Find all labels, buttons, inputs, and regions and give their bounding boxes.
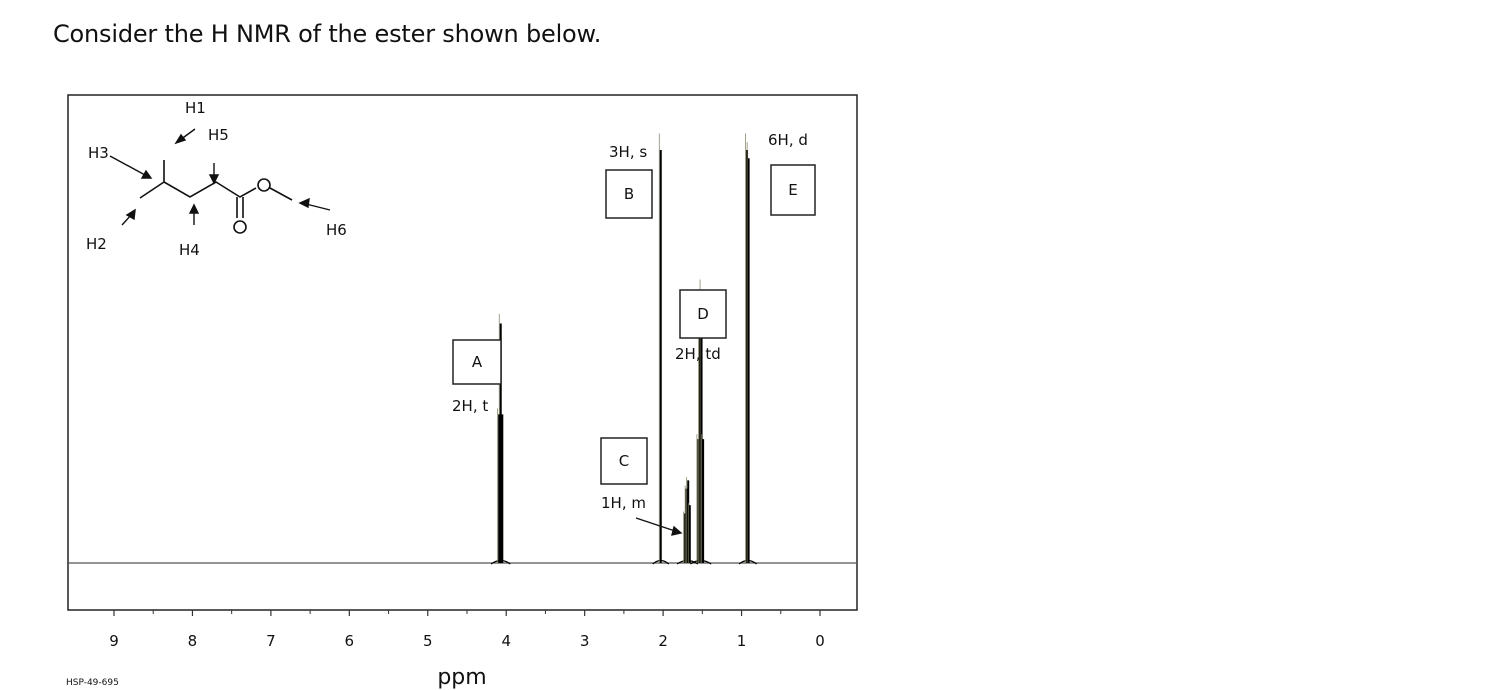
box-d bbox=[679, 289, 727, 339]
arrowhead-icon bbox=[188, 203, 200, 214]
x-axis-label: ppm bbox=[437, 665, 486, 690]
x-tick-label: 2 bbox=[658, 632, 668, 650]
arrowhead-icon bbox=[208, 174, 220, 185]
label-h4: H4 bbox=[179, 241, 200, 259]
box-e-label: E bbox=[788, 181, 797, 199]
plot-frame bbox=[67, 94, 858, 611]
arrow-c bbox=[635, 517, 676, 532]
ester-oxygen-ring bbox=[257, 178, 271, 192]
box-e bbox=[770, 164, 816, 216]
box-c bbox=[600, 437, 648, 485]
x-tick-label: 8 bbox=[188, 632, 198, 650]
peak-e-multiplicity: 6H, d bbox=[768, 131, 808, 149]
question-text: Consider the H NMR of the ester shown be… bbox=[53, 20, 602, 48]
box-c-label: C bbox=[619, 452, 629, 470]
label-h6: H6 bbox=[326, 221, 347, 239]
label-h2: H2 bbox=[86, 235, 107, 253]
x-axis-ticks bbox=[113, 610, 821, 616]
spectrum-peaks bbox=[490, 133, 757, 565]
peak-e bbox=[738, 133, 757, 565]
ester-structure bbox=[139, 160, 293, 234]
x-tick-label: 5 bbox=[423, 632, 433, 650]
arrowhead-icon bbox=[174, 133, 187, 145]
peak-c-multiplicity: 1H, m bbox=[601, 494, 646, 512]
x-tick-label: 3 bbox=[580, 632, 590, 650]
arrowhead-icon bbox=[298, 197, 310, 209]
x-tick-label: 7 bbox=[266, 632, 276, 650]
peak-d-multiplicity: 2H, td bbox=[675, 345, 721, 363]
structure-arrows bbox=[109, 128, 683, 536]
box-b bbox=[605, 169, 653, 219]
peak-c bbox=[676, 477, 699, 565]
peak-b bbox=[652, 133, 670, 565]
x-tick-label: 9 bbox=[109, 632, 119, 650]
box-a-label: A bbox=[472, 353, 483, 371]
x-tick-label: 0 bbox=[815, 632, 825, 650]
structure-labels: H1 H5 H3 H2 H4 H6 bbox=[86, 99, 347, 259]
carbonyl-oxygen-ring bbox=[233, 220, 247, 234]
box-d-label: D bbox=[697, 305, 709, 323]
arrow-h6 bbox=[305, 203, 331, 211]
oxygen-methyl-bond bbox=[269, 187, 293, 201]
peak-annotations: A 2H, t 3H, s B C 1H, m D 2H, td 6H, d E bbox=[452, 131, 816, 512]
peak-b-multiplicity: 3H, s bbox=[609, 143, 647, 161]
spectrum-id: HSP-49-695 bbox=[66, 678, 119, 688]
arrowhead-icon bbox=[125, 208, 136, 221]
arrowhead-icon bbox=[671, 525, 683, 536]
x-tick-label: 4 bbox=[501, 632, 511, 650]
box-b-label: B bbox=[624, 185, 634, 203]
carbon-chain-bond bbox=[139, 160, 257, 199]
x-tick-label: 1 bbox=[737, 632, 747, 650]
arrow-h3 bbox=[109, 155, 146, 176]
x-axis-tick-labels: 9 8 7 6 5 4 3 2 1 0 bbox=[109, 632, 825, 650]
x-tick-label: 6 bbox=[345, 632, 355, 650]
label-h5: H5 bbox=[208, 126, 229, 144]
label-h3: H3 bbox=[88, 144, 109, 162]
arrowhead-icon bbox=[140, 169, 153, 179]
box-a bbox=[452, 339, 502, 385]
peak-a-multiplicity: 2H, t bbox=[452, 397, 488, 415]
label-h1: H1 bbox=[185, 99, 206, 117]
